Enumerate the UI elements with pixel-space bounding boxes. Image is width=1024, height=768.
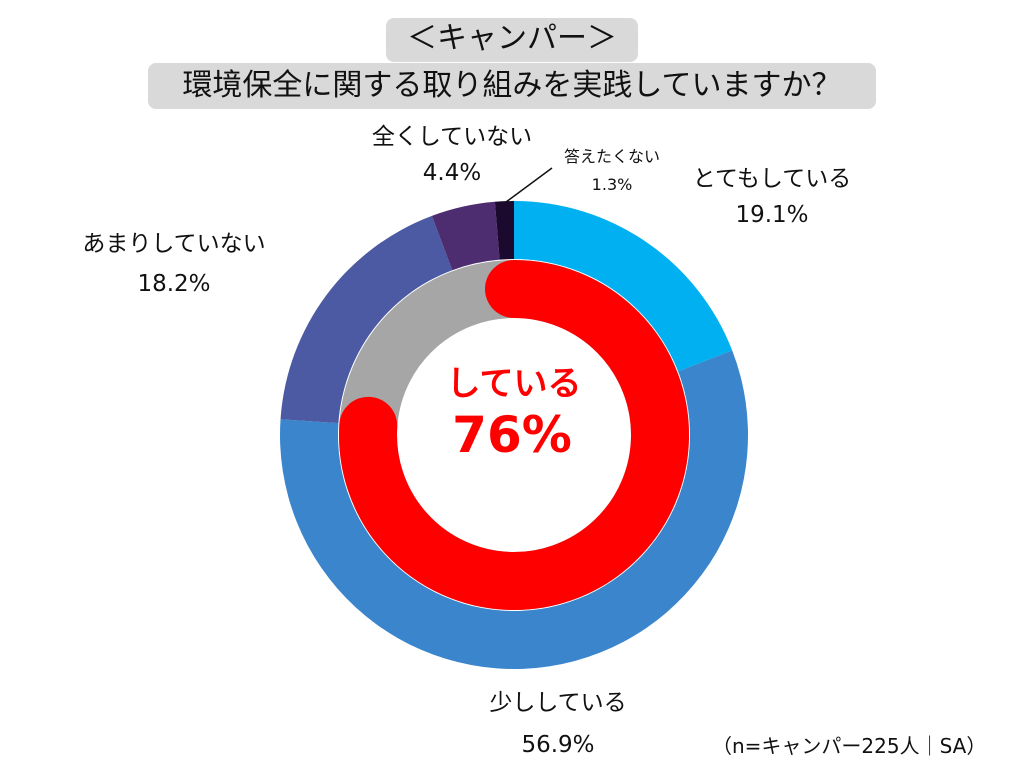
outer-ring (280, 201, 748, 669)
outer-slice-1 (280, 350, 748, 669)
inner-ring (339, 260, 689, 610)
outer-slice-0 (514, 201, 733, 372)
center-value: 76% (452, 406, 572, 464)
outer-slice-3 (431, 201, 500, 271)
slice-label-not-much: あまりしていない (82, 231, 265, 257)
leader-line (505, 167, 553, 203)
slice-value-not-at-all: 4.4% (423, 160, 481, 186)
slice-value-no-answer: 1.3% (592, 175, 633, 194)
sample-note: （n=キャンパー225人｜SA） (712, 734, 987, 758)
center-label: している (447, 364, 582, 404)
slice-value-very: 19.1% (735, 202, 808, 228)
inner-ring-arc (339, 260, 689, 610)
outer-slice-2 (280, 215, 453, 424)
slice-label-no-answer: 答えたくない (564, 147, 660, 166)
slice-label-not-at-all: 全くしていない (372, 124, 532, 150)
slice-value-somewhat: 56.9% (521, 732, 594, 758)
slice-value-not-much: 18.2% (137, 271, 210, 297)
slice-labels: とてもしている 19.1% 少ししている 56.9% あまりしていない 18.2… (82, 124, 851, 758)
slice-label-somewhat: 少ししている (489, 690, 626, 716)
chart-title-line2: 環境保全に関する取り組みを実践していますか？ (148, 63, 876, 109)
chart-title-line1: ＜キャンパー＞ (386, 18, 638, 62)
slice-label-very: とてもしている (693, 166, 851, 192)
outer-slice-4 (494, 201, 514, 260)
